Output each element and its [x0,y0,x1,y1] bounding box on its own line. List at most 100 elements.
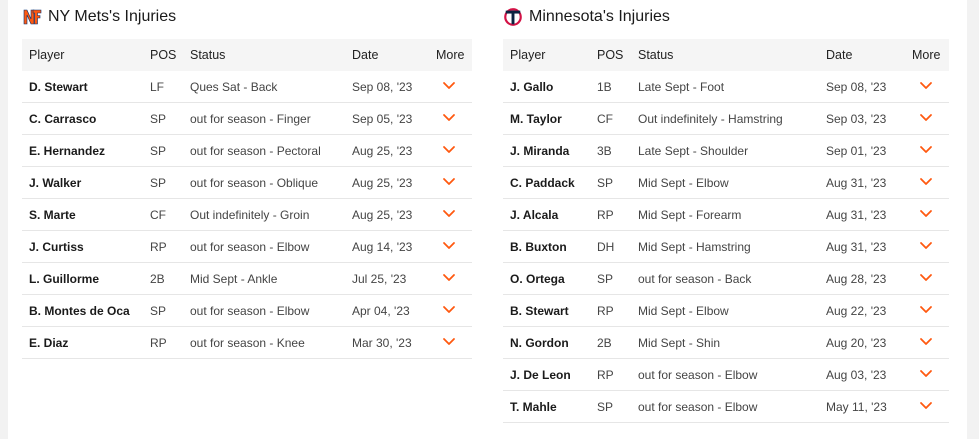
chevron-down-icon[interactable] [442,144,456,154]
player-name: J. Curtiss [22,230,143,263]
chevron-down-icon[interactable] [919,240,933,250]
injury-status: out for season - Back [631,262,819,295]
table-row: L. Guillorme 2B Mid Sept - Ankle Jul 25, '2… [22,262,472,295]
more-cell [426,294,472,327]
injury-date: May 11, '23 [819,390,902,423]
injury-status: out for season - Elbow [183,294,345,327]
player-name: C. Carrasco [22,102,143,135]
chevron-down-icon[interactable] [919,80,933,90]
chevron-down-icon[interactable] [919,304,933,314]
more-cell [902,230,949,263]
table-row: E. Diaz RP out for season - Knee Mar 30, '2… [22,326,472,359]
chevron-down-icon[interactable] [442,208,456,218]
table-row: E. Hernandez SP out for season - Pectoral A… [22,134,472,167]
injury-date: Aug 31, '23 [819,230,902,263]
column-header-date: Date [352,48,379,62]
chevron-down-icon[interactable] [442,176,456,186]
more-cell [426,198,472,231]
table-row: C. Carrasco SP out for season - Finger Sep … [22,102,472,135]
injury-date: Apr 04, '23 [345,294,426,327]
more-cell [426,326,472,359]
player-name: J. Alcala [503,198,590,231]
injury-status: Late Sept - Foot [631,71,819,103]
chevron-down-icon[interactable] [919,208,933,218]
chevron-down-icon[interactable] [919,368,933,378]
injury-date: Aug 31, '23 [819,198,902,231]
chevron-down-icon[interactable] [919,176,933,186]
player-name: B. Stewart [503,294,590,327]
table-row: T. Mahle SP out for season - Elbow May 11, … [503,390,949,423]
player-position: RP [590,198,631,231]
table-row: J. Miranda 3B Late Sept - Shoulder Sep 01, … [503,134,949,167]
chevron-down-icon[interactable] [919,144,933,154]
player-position: CF [143,198,183,231]
more-cell [902,326,949,359]
more-cell [426,71,472,103]
twins-tc-logo-icon [503,7,523,27]
table-row: J. De Leon RP out for season - Elbow Aug 03… [503,358,949,391]
chevron-down-icon[interactable] [442,240,456,250]
chevron-down-icon[interactable] [919,400,933,410]
player-name: B. Buxton [503,230,590,263]
more-cell [426,262,472,295]
column-header-status: Status [190,48,226,62]
player-position: 3B [590,134,631,167]
more-cell [902,102,949,135]
injury-date: Sep 03, '23 [819,102,902,135]
player-name: S. Marte [22,198,143,231]
table-row: B. Montes de Oca SP out for season - Elbow… [22,294,472,327]
chevron-down-icon[interactable] [919,336,933,346]
player-name: E. Hernandez [22,134,143,167]
injury-date: Sep 08, '23 [345,71,426,103]
injury-status: Late Sept - Shoulder [631,134,819,167]
more-cell [902,198,949,231]
column-header-more: More [436,48,465,62]
injury-date: Aug 25, '23 [345,166,426,199]
player-position: RP [590,358,631,391]
table-row: B. Buxton DH Mid Sept - Hamstring Aug 31, '… [503,230,949,263]
injury-date: Aug 22, '23 [819,294,902,327]
table-row: J. Gallo 1B Late Sept - Foot Sep 08, '23 [503,71,949,103]
injury-status: out for season - Finger [183,102,345,135]
injury-status: Mid Sept - Hamstring [631,230,819,263]
player-position: RP [143,326,183,359]
more-cell [426,102,472,135]
more-cell [902,358,949,391]
injury-status: Mid Sept - Shin [631,326,819,359]
player-position: SP [143,134,183,167]
player-name: C. Paddack [503,166,590,199]
table-row: C. Paddack SP Mid Sept - Elbow Aug 31, '23 [503,166,949,199]
table-row: J. Walker SP out for season - Oblique Aug 2… [22,166,472,199]
chevron-down-icon[interactable] [442,272,456,282]
player-position: 2B [143,262,183,295]
injury-status: out for season - Knee [183,326,345,359]
injury-date: Aug 25, '23 [345,134,426,167]
mets-injuries-section: NY Mets's Injuries Player POS Status Dat… [22,0,472,359]
chevron-down-icon[interactable] [442,304,456,314]
player-position: SP [590,262,631,295]
chevron-down-icon[interactable] [442,112,456,122]
chevron-down-icon[interactable] [442,336,456,346]
chevron-down-icon[interactable] [919,112,933,122]
table-header-row: Player POS Status Date More [503,39,949,71]
column-header-status: Status [638,48,674,62]
more-cell [902,262,949,295]
injury-date: Jul 25, '23 [345,262,426,295]
player-name: O. Ortega [503,262,590,295]
player-position: SP [143,102,183,135]
table-row: M. Taylor CF Out indefinitely - Hamstring S… [503,102,949,135]
injury-date: Aug 20, '23 [819,326,902,359]
more-cell [902,390,949,423]
chevron-down-icon[interactable] [442,80,456,90]
injury-date: Aug 14, '23 [345,230,426,263]
column-header-more: More [912,48,941,62]
chevron-down-icon[interactable] [919,272,933,282]
injury-status: out for season - Elbow [183,230,345,263]
injury-date: Aug 31, '23 [819,166,902,199]
column-header-player: Player [29,48,65,62]
twins-injury-table: Player POS Status Date More J. Gallo 1B La… [503,39,949,423]
injury-status: Mid Sept - Ankle [183,262,345,295]
more-cell [902,294,949,327]
injury-date: Mar 30, '23 [345,326,426,359]
table-row: D. Stewart LF Ques Sat - Back Sep 08, '23 [22,71,472,103]
